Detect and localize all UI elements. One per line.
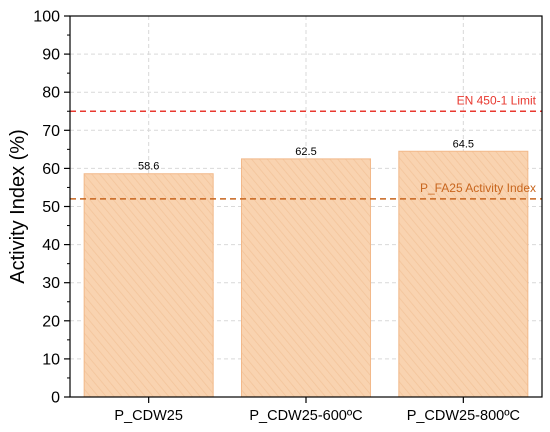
y-tick-label: 0	[51, 390, 60, 407]
y-tick-label: 60	[42, 161, 60, 178]
reference-label-2: P_FA25 Activity Index	[420, 181, 536, 195]
y-axis: 0 10 20 30 40 50 60 70 80 90 100	[33, 9, 70, 407]
x-tick-label-1: P_CDW25	[114, 408, 183, 424]
y-tick-label: 70	[42, 123, 60, 140]
bar-3	[398, 150, 529, 398]
y-tick-label: 100	[33, 9, 60, 26]
bar-1	[83, 173, 214, 398]
y-axis-title: Activity Index (%)	[7, 129, 29, 283]
x-axis: P_CDW25 P_CDW25-600ºC P_CDW25-800ºC	[114, 397, 520, 424]
y-tick-label: 30	[42, 275, 60, 292]
reference-lines: EN 450-1 Limit P_FA25 Activity Index	[70, 93, 542, 200]
reference-label-1: EN 450-1 Limit	[457, 93, 537, 107]
y-tick-label: 80	[42, 85, 60, 102]
y-tick-label: 90	[42, 47, 60, 64]
y-tick-label: 10	[42, 351, 60, 368]
y-tick-label: 50	[42, 199, 60, 216]
data-label-3: 64.5	[453, 138, 474, 150]
x-tick-label-3: P_CDW25-800ºC	[407, 408, 520, 424]
data-label-2: 62.5	[295, 146, 316, 158]
bar-2	[240, 158, 372, 398]
bars-layer: 58.6 62.5 64.5	[83, 138, 529, 398]
y-tick-label: 40	[42, 237, 60, 254]
x-tick-label-2: P_CDW25-600ºC	[249, 408, 362, 424]
y-tick-label: 20	[42, 313, 60, 330]
data-label-1: 58.6	[138, 161, 159, 173]
